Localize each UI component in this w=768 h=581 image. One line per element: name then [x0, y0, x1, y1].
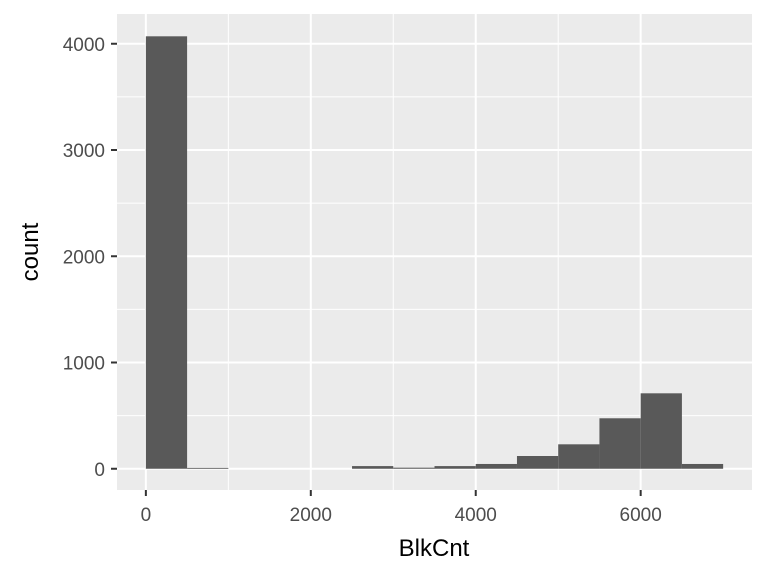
histogram-bar	[187, 467, 229, 469]
histogram-bar	[434, 466, 476, 469]
histogram-bar	[558, 444, 600, 469]
y-tick-label: 0	[94, 460, 105, 481]
x-axis-title: BlkCnt	[399, 535, 470, 562]
x-axis: 0 2000 4000 6000	[141, 490, 662, 526]
x-tick-label: 0	[141, 505, 152, 526]
y-tick-label: 2000	[63, 247, 105, 268]
y-tick-label: 1000	[63, 354, 105, 375]
y-axis-title: count	[17, 222, 44, 281]
y-axis: 0 1000 2000 3000 4000	[63, 35, 117, 481]
histogram-bar	[145, 36, 188, 469]
y-tick-label: 3000	[63, 141, 105, 162]
y-tick-label: 4000	[63, 35, 105, 56]
histogram-bars	[145, 36, 724, 469]
histogram-bar	[516, 456, 559, 469]
minor-gridlines	[117, 14, 752, 490]
x-tick-label: 6000	[620, 505, 662, 526]
histogram-bar	[681, 463, 724, 469]
histogram-bar	[352, 466, 394, 469]
x-tick-label: 2000	[290, 505, 332, 526]
x-tick-label: 4000	[455, 505, 497, 526]
histogram-bar	[475, 463, 517, 469]
histogram-bar	[599, 418, 641, 469]
histogram-bar	[393, 467, 435, 469]
histogram-bar	[640, 393, 682, 469]
